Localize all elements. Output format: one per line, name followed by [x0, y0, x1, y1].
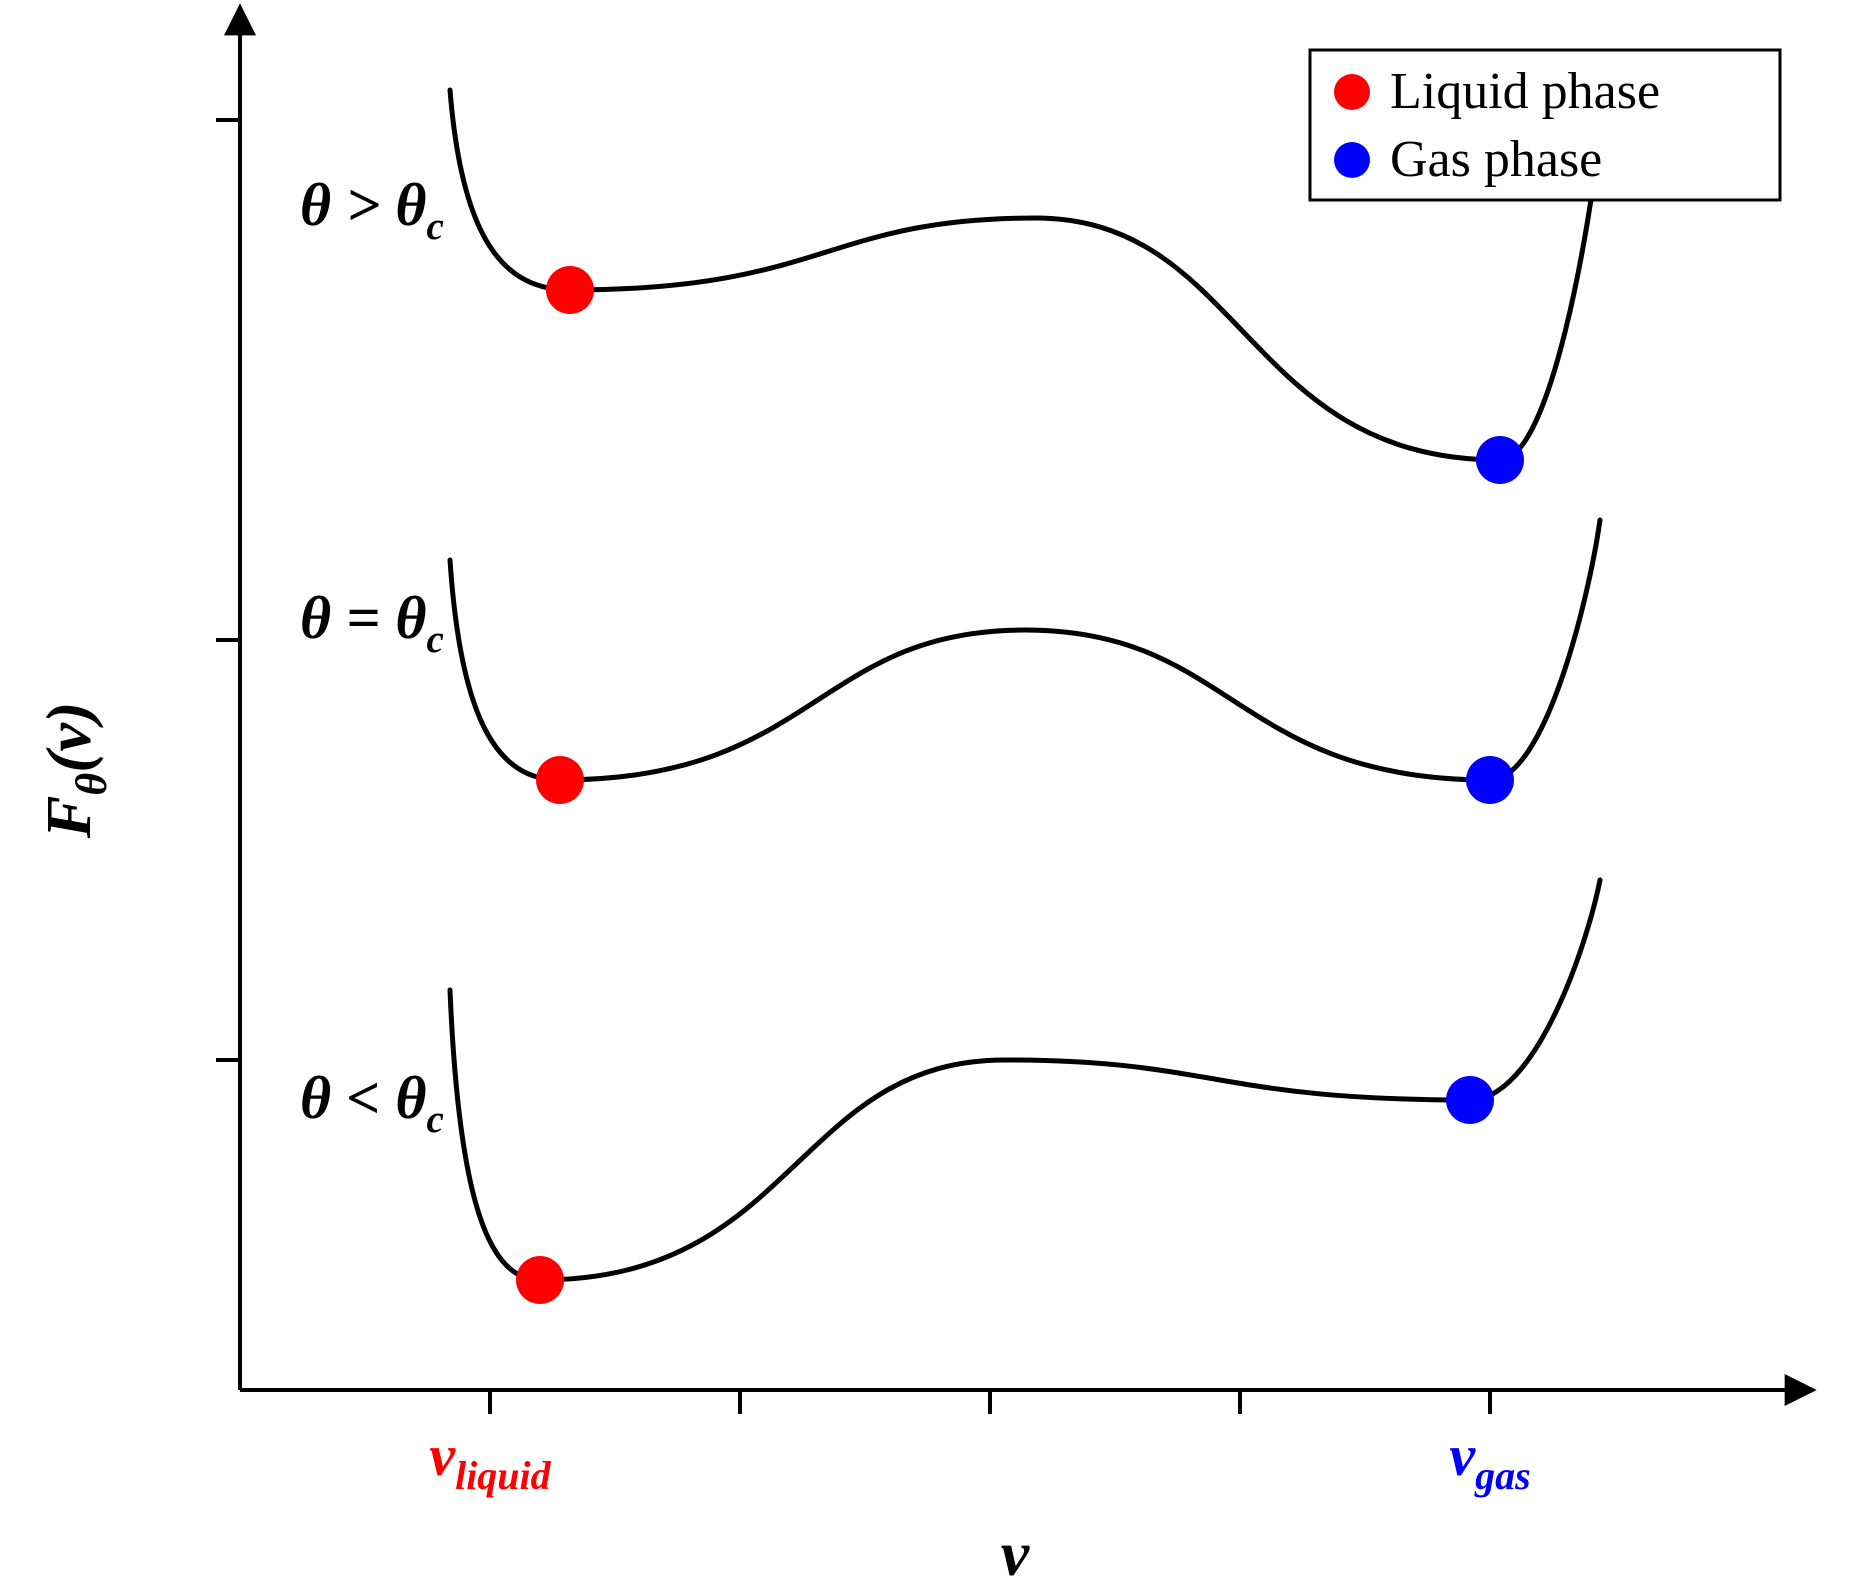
legend: Liquid phase Gas phase: [1310, 50, 1780, 200]
y-axis-label: Fθ(v): [33, 702, 116, 840]
gas-phase-marker: [1446, 1076, 1494, 1124]
legend-label: Liquid phase: [1390, 63, 1660, 120]
curve-label-middle: θ = θc: [300, 585, 444, 661]
liquid-phase-marker: [546, 266, 594, 314]
liquid-phase-marker: [536, 756, 584, 804]
curve-lower: [450, 880, 1600, 1280]
x-axis-label: v: [1001, 1518, 1030, 1589]
chart-svg: vliquid vgas v Fθ(v) θ < θc θ = θc θ > θc Liqui…: [0, 0, 1861, 1591]
x-tick-label: vliquid: [429, 1423, 551, 1498]
legend-swatch: [1334, 142, 1370, 178]
curve-label-lower: θ < θc: [300, 1065, 444, 1141]
legend-label: Gas phase: [1390, 131, 1602, 188]
curve-label-upper: θ > θc: [300, 172, 444, 248]
free-energy-chart: vliquid vgas v Fθ(v) θ < θc θ = θc θ > θc Liqui…: [0, 0, 1861, 1591]
gas-phase-marker: [1476, 436, 1524, 484]
x-tick-label: vgas: [1449, 1423, 1530, 1498]
liquid-phase-marker: [516, 1256, 564, 1304]
legend-swatch: [1334, 74, 1370, 110]
curve-middle: [450, 520, 1600, 780]
gas-phase-marker: [1466, 756, 1514, 804]
